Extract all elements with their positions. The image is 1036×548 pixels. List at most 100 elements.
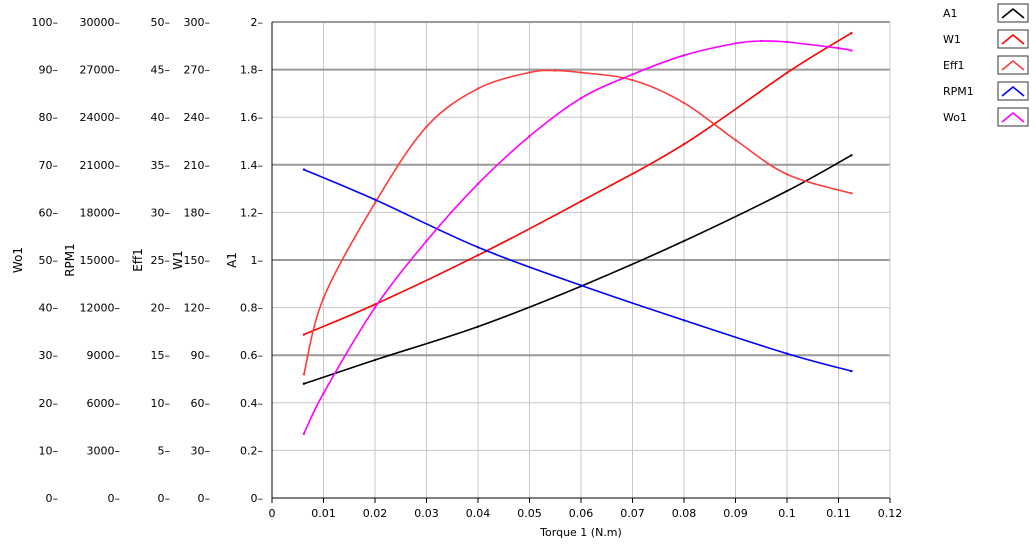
y-tick-label-a1: 0.2– [240, 444, 263, 457]
legend-swatch[interactable] [997, 81, 1029, 101]
legend-swatch[interactable] [997, 107, 1029, 127]
legend-label: RPM1 [943, 85, 974, 98]
y-tick-label-wo1: 50– [39, 254, 59, 267]
data-point-wo1 [579, 96, 583, 100]
data-point-eff1 [734, 138, 737, 142]
data-point-wo1 [734, 42, 737, 45]
y-tick-label-eff1: 25– [151, 254, 171, 267]
y-tick-label-eff1: 35– [151, 159, 171, 172]
data-point-eff1 [682, 101, 686, 105]
y-tick-label-wo1: 30– [39, 349, 59, 362]
y-tick-label-w1: 120– [184, 302, 211, 315]
data-point-rpm1 [476, 246, 480, 249]
data-point-rpm1 [785, 352, 789, 355]
grid [272, 21, 891, 498]
data-point-w1 [682, 142, 686, 146]
data-point-a1 [682, 239, 686, 243]
y-tick-label-wo1: 80– [39, 111, 59, 124]
y-tick-label-w1: 30– [191, 444, 211, 457]
data-point-eff1 [850, 192, 853, 195]
data-point-rpm1 [302, 168, 306, 171]
y-tick-label-rpm1: 24000– [80, 111, 121, 124]
x-tick-label: 0.02 [363, 507, 388, 520]
x-tick-label: 0 [269, 507, 276, 520]
series [302, 31, 853, 435]
x-tick-label: 0.04 [466, 507, 491, 520]
data-point-eff1 [631, 78, 634, 82]
y-tick-label-rpm1: 6000– [87, 397, 121, 410]
x-tick-label: 0.06 [569, 507, 594, 520]
y-tick-label-rpm1: 9000– [87, 349, 121, 362]
data-point-w1 [579, 200, 583, 203]
data-point-a1 [785, 189, 789, 193]
legend-swatch-line [1001, 7, 1025, 19]
data-point-eff1 [322, 296, 325, 300]
x-tick-label: 0.1 [778, 507, 796, 520]
y-tick-label-w1: 150– [184, 254, 211, 267]
data-point-w1 [373, 303, 377, 306]
y-tick-label-eff1: 45– [151, 64, 171, 77]
y-tick-label-w1: 180– [184, 206, 211, 219]
data-point-eff1 [528, 71, 531, 74]
data-point-wo1 [528, 135, 531, 138]
y-tick-label-eff1: 10– [151, 397, 171, 410]
data-point-wo1 [631, 73, 634, 76]
y-tick-label-a1: 1.4– [240, 159, 263, 172]
x-tick-label: 0.12 [878, 507, 903, 520]
legend-swatch-line [1001, 33, 1025, 45]
y-axis-title-rpm1: RPM1 [63, 243, 77, 277]
data-point-wo1 [785, 40, 789, 44]
y-tick-label-rpm1: 27000– [80, 64, 121, 77]
axes: 0 0.01 0.02 0.03 0.04 0.05 0.06 0.07 0.08 0.09 0.1… [11, 16, 902, 539]
y-tick-label-eff1: 0– [158, 492, 171, 505]
y-tick-label-eff1: 50– [151, 16, 171, 29]
y-axis-title-w1: W1 [171, 250, 185, 270]
y-tick-label-rpm1: 15000– [80, 254, 121, 267]
x-axis-label: Torque 1 (N.m) [539, 526, 622, 539]
legend-swatch[interactable] [997, 3, 1029, 23]
y-tick-label-w1: 270– [184, 64, 211, 77]
x-tick-label: 0.03 [414, 507, 439, 520]
data-point-eff1 [476, 87, 480, 90]
y-tick-label-wo1: 10– [39, 444, 59, 457]
data-point-wo1 [302, 432, 306, 435]
y-tick-label-rpm1: 21000– [80, 159, 121, 172]
data-point-rpm1 [373, 198, 377, 201]
data-point-wo1 [850, 49, 853, 52]
x-tick-label: 0.07 [620, 507, 645, 520]
y-tick-label-wo1: 90– [39, 64, 59, 77]
y-tick-label-eff1: 30– [151, 206, 171, 219]
y-tick-label-w1: 300– [184, 16, 211, 29]
data-point-wo1 [425, 239, 428, 243]
y-tick-label-w1: 60– [191, 397, 211, 410]
y-axis-title-wo1: Wo1 [11, 247, 25, 273]
y-tick-label-rpm1: 12000– [80, 302, 121, 315]
y-tick-label-wo1: 70– [39, 159, 59, 172]
y-tick-label-w1: 0– [198, 492, 211, 505]
series-line-eff1 [303, 69, 852, 375]
legend-swatch-line [1001, 59, 1025, 71]
data-point-eff1 [373, 201, 377, 205]
legend-swatch-line [1001, 111, 1025, 123]
y-tick-label-a1: 1.6– [240, 111, 263, 124]
data-point-wo1 [682, 54, 686, 57]
series-line-a1 [303, 154, 852, 385]
y-tick-label-a1: 1.8– [240, 64, 263, 77]
data-point-w1 [785, 71, 789, 74]
data-point-rpm1 [579, 284, 583, 287]
x-tick-label: 0.05 [517, 507, 542, 520]
data-point-eff1 [425, 125, 428, 128]
y-tick-label-a1: 0.8– [240, 302, 263, 315]
data-point-wo1 [373, 306, 377, 309]
data-point-w1 [302, 333, 306, 336]
y-tick-label-eff1: 5– [158, 444, 171, 457]
data-point-wo1 [760, 39, 763, 43]
legend-swatch[interactable] [997, 55, 1029, 75]
data-point-w1 [476, 254, 480, 257]
y-tick-label-rpm1: 3000– [87, 444, 121, 457]
y-axis-title-a1: A1 [225, 252, 239, 268]
legend-swatch[interactable] [997, 29, 1029, 49]
x-tick-label: 0.08 [672, 507, 697, 520]
data-point-a1 [476, 325, 480, 328]
